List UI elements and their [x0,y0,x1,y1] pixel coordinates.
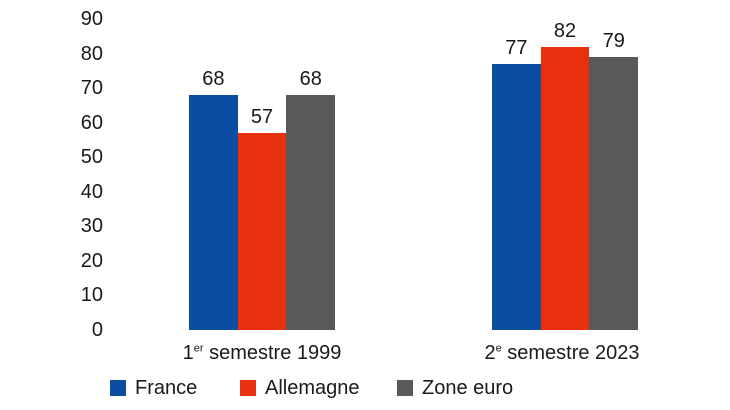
bar-value-label-france-group1: 68 [202,68,225,91]
y-axis-tick-label: 50 [80,146,103,169]
bar-france-group2 [492,63,541,330]
y-axis-tick-label: 60 [80,111,103,134]
bar-value-label-france-group2: 77 [505,36,528,59]
legend-label-france: France [135,376,198,399]
legend-item-zone-euro: Zone euro [397,376,514,399]
legend-label-allemagne: Allemagne [265,376,360,399]
category-label-semestre-2023: 2e semestre 2023 [484,341,639,365]
legend-item-allemagne: Allemagne [240,376,360,399]
bar-value-label-zone-euro-group2: 79 [602,30,625,52]
bar-value-label-allemagne-group1: 57 [250,106,274,129]
bar-value-label-allemagne-group2: 82 [553,19,577,42]
y-axis-tick-label: 40 [80,180,103,203]
category-label-text: semestre 2023 [501,342,640,364]
y-axis-tick-label: 30 [80,215,103,238]
legend-swatch-zone-euro-icon [397,380,413,396]
legend-label-zone-euro: Zone euro [422,376,514,399]
category-label-superscript: er [193,342,204,355]
bar-france-group1 [189,95,238,330]
y-axis-tick-label: 80 [80,42,103,65]
bar-zone-euro-group2 [589,57,639,330]
y-axis-tick-label: 10 [80,284,103,307]
legend-swatch-france-icon [110,380,126,396]
legend-swatch-allemagne-icon [240,380,256,396]
bar-value-label-zone-euro-group1: 68 [299,68,322,91]
category-label-text: semestre 1999 [203,342,342,364]
y-axis-tick-label: 20 [80,249,103,272]
category-label-superscript: e [495,342,502,355]
bar-zone-euro-group1 [286,95,336,330]
legend-item-france: France [110,376,198,399]
y-axis-tick-label: 70 [80,77,103,100]
category-label-semestre-1999: 1er semestre 1999 [183,341,342,365]
bar-allemagne-group1 [237,133,287,330]
category-label-text: 1 [182,342,194,364]
y-axis-tick-label: 0 [91,319,103,341]
category-label-text: 2 [484,342,496,364]
y-axis-tick-label: 90 [80,8,103,30]
bar-allemagne-group2 [540,46,590,330]
